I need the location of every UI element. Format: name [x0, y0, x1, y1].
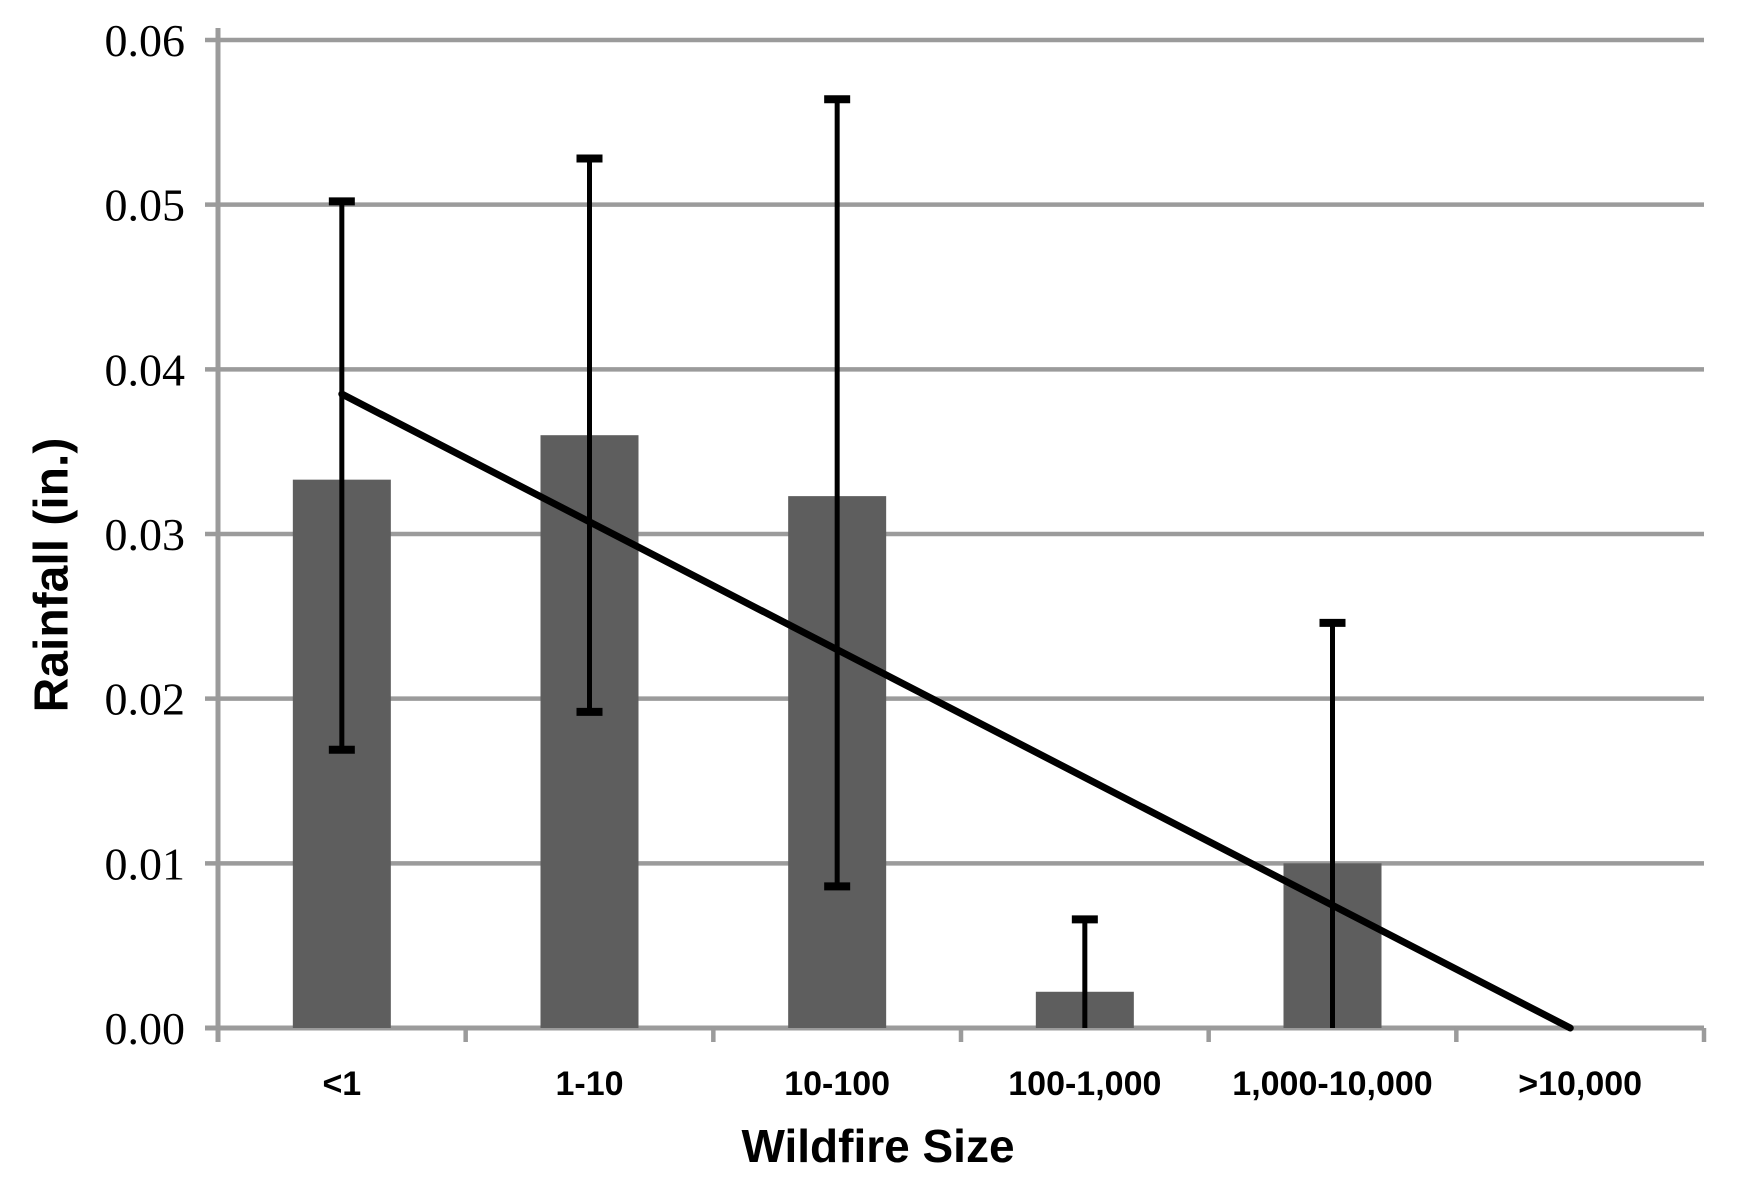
- y-tick-label: 0.06: [105, 15, 186, 66]
- y-tick-label: 0.05: [105, 180, 186, 231]
- y-tick-label: 0.03: [105, 509, 186, 560]
- x-tick-label: >10,000: [1518, 1065, 1642, 1103]
- y-axis-title: Rainfall (in.): [25, 437, 79, 713]
- x-tick-label: <1: [322, 1065, 361, 1103]
- y-tick-label: 0.02: [105, 674, 186, 725]
- y-tick-label: 0.01: [105, 838, 186, 889]
- x-axis-title: Wildfire Size: [741, 1120, 1015, 1172]
- y-tick-label: 0.04: [105, 344, 186, 395]
- x-tick-label: 10-100: [784, 1065, 890, 1103]
- x-tick-label: 100-1,000: [1008, 1065, 1161, 1103]
- y-tick-label: 0.00: [105, 1003, 186, 1054]
- trendline: [338, 390, 1574, 1032]
- x-tick-label: 1,000-10,000: [1232, 1065, 1432, 1103]
- x-tick-label: 1-10: [555, 1065, 623, 1103]
